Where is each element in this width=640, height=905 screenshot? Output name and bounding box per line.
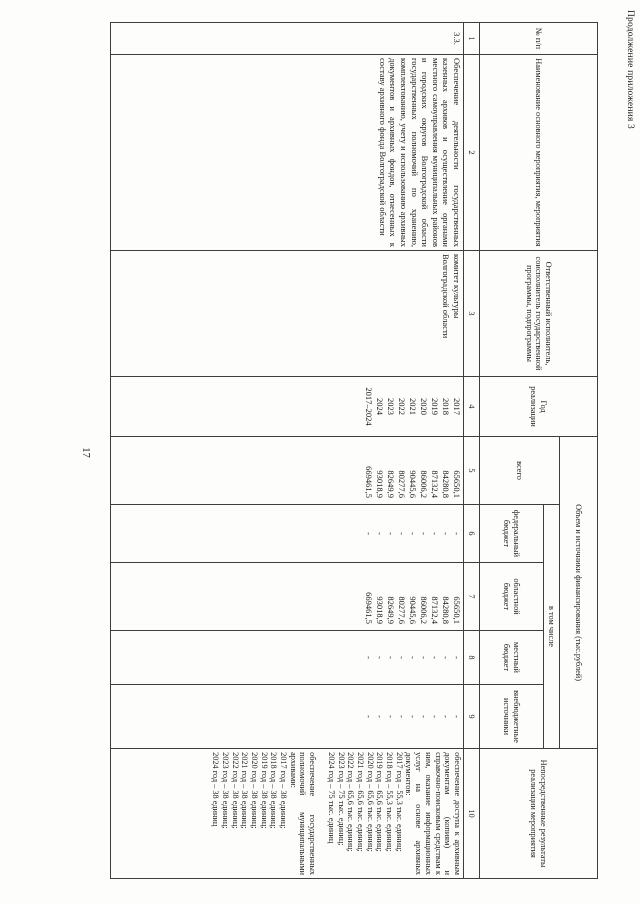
header-cell-executor: Ответственный исполнитель, соисполнитель… — [479, 250, 598, 377]
cell-results: обеспечение доступа к архивным документа… — [110, 748, 464, 879]
page-number: 17 — [80, 447, 91, 458]
header-cell-oblast-budget: областной бюджет — [479, 562, 544, 631]
cell-oblast-amounts: 65650,1 84280,8 87132,4 86006,2 90445,6 80277… — [110, 562, 464, 631]
header-cell-total: всего — [479, 436, 560, 505]
column-number-4: 4 — [463, 376, 480, 437]
column-number-3: 3 — [463, 250, 480, 377]
header-cell-year: Год реализации — [479, 376, 598, 437]
local-amounts-list: --------- — [364, 656, 462, 659]
column-number-2: 2 — [463, 54, 480, 251]
total-amounts-list: 65650,1 84280,8 87132,4 86006,2 90445,6 80277… — [364, 466, 462, 498]
column-number-5: 5 — [463, 436, 480, 505]
column-number-9: 9 — [463, 684, 480, 749]
header-cell-results: Непосредственные результаты реализации м… — [479, 748, 598, 879]
extrabudget-amounts-list: --------- — [364, 715, 462, 718]
years-list: 2017 2018 2019 2020 2021 2022 2023 2024 2017–202… — [364, 387, 462, 426]
header-cell-including: в том числе — [543, 504, 560, 749]
results-paragraph-2-values: 2017 год – 38 единиц; 2018 год – 38 едини… — [211, 752, 289, 829]
program-measures-table: № п/п Наименование основного мероприятия… — [110, 22, 598, 879]
column-number-7: 7 — [463, 562, 480, 631]
cell-executor: комитет культуры Волгоградской области — [110, 250, 464, 377]
cell-local-amounts: --------- — [110, 630, 464, 685]
header-cell-federal-budget: федеральный бюджет — [479, 504, 544, 563]
results-paragraph-1-values: 2017 год – 55,3 тыс. единиц; 2018 год – 5… — [326, 752, 404, 852]
results-paragraph-2-intro: обеспечение государственных полномочий м… — [288, 752, 318, 876]
header-cell-extrabudget-sources: внебюджетные источники — [479, 684, 544, 749]
header-cell-name: Наименование основного мероприятия, меро… — [479, 54, 598, 251]
column-number-1: 1 — [463, 22, 480, 55]
oblast-amounts-list: 65650,1 84280,8 87132,4 86006,2 90445,6 80277… — [364, 592, 462, 624]
cell-extrabudget-amounts: --------- — [110, 684, 464, 749]
column-number-10: 10 — [463, 748, 480, 879]
header-cell-local-budget: местный бюджет — [479, 630, 544, 685]
appendix-continuation-label: Продолжение приложения 3 — [625, 10, 635, 129]
cell-years: 2017 2018 2019 2020 2021 2022 2023 2024 2017–202… — [110, 376, 464, 437]
federal-amounts-list: --------- — [364, 532, 462, 535]
table-row-3-3: 3.3. Обеспечение деятельности государств… — [110, 22, 464, 879]
column-numbers-row: 1 2 3 4 5 6 7 8 9 10 — [463, 22, 480, 879]
header-cell-financing: Объем и источники финансирования (тыс.ру… — [559, 436, 598, 749]
header-cell-number: № п/п — [479, 22, 598, 55]
column-number-6: 6 — [463, 504, 480, 563]
cell-measure-name: Обеспечение деятельности государственных… — [110, 54, 464, 251]
cell-federal-amounts: --------- — [110, 504, 464, 563]
cell-total-amounts: 65650,1 84280,8 87132,4 86006,2 90445,6 80277… — [110, 436, 464, 505]
cell-measure-number: 3.3. — [110, 22, 464, 55]
results-paragraph-1-intro: обеспечение доступа к архивным документа… — [404, 752, 462, 876]
column-number-8: 8 — [463, 630, 480, 685]
